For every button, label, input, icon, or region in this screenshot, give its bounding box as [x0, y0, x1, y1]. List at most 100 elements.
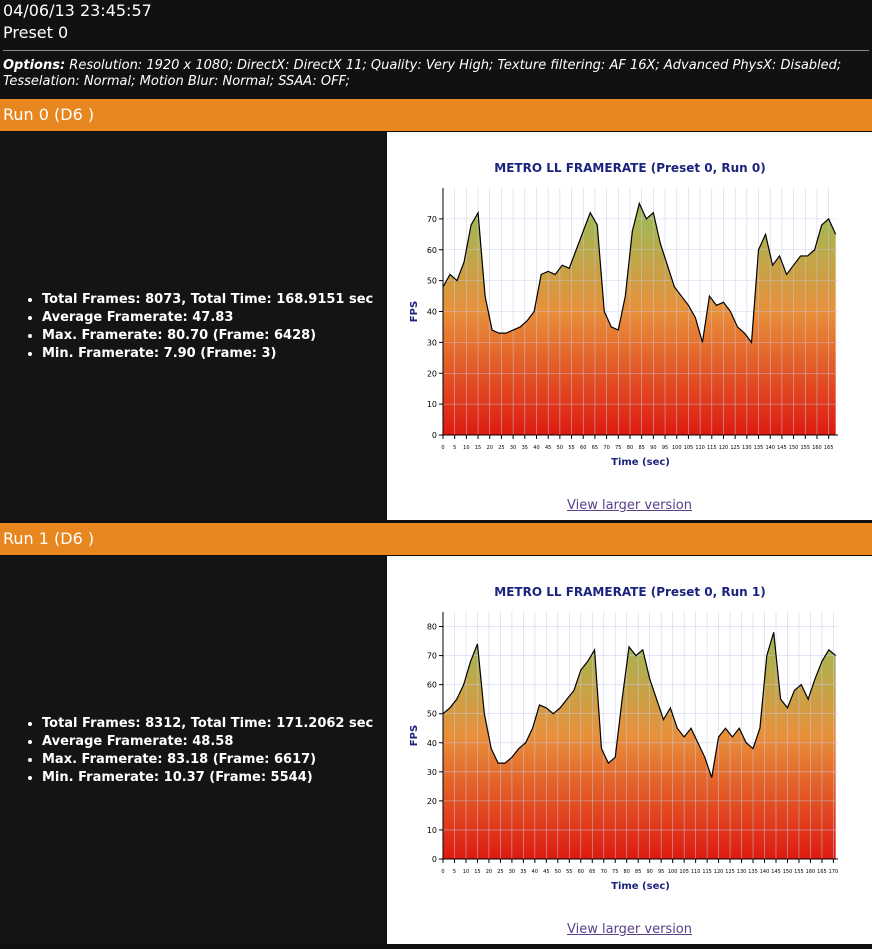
options-text: Resolution: 1920 x 1080; DirectX: Direct… — [3, 58, 842, 89]
x-tick-label: 80 — [624, 869, 630, 875]
y-tick-label: 10 — [427, 826, 437, 835]
run-header: Run 1 (D6 ) — [0, 523, 872, 555]
stats-list: Total Frames: 8073, Total Time: 168.9151… — [0, 291, 373, 363]
y-axis-label: FPS — [409, 301, 420, 322]
x-tick-label: 100 — [668, 869, 678, 875]
stat-item: Average Framerate: 47.83 — [42, 309, 373, 327]
x-tick-label: 10 — [463, 445, 469, 451]
x-tick-label: 50 — [557, 445, 563, 451]
x-tick-label: 110 — [695, 445, 705, 451]
x-tick-label: 90 — [650, 445, 656, 451]
view-larger-link[interactable]: View larger version — [566, 498, 693, 513]
x-tick-label: 125 — [725, 869, 735, 875]
x-axis-label: Time (sec) — [611, 881, 670, 892]
x-tick-label: 45 — [543, 869, 549, 875]
x-tick-label: 0 — [441, 869, 444, 875]
x-tick-label: 80 — [627, 445, 633, 451]
x-tick-label: 120 — [719, 445, 729, 451]
fps-line — [442, 632, 837, 778]
x-tick-label: 75 — [615, 445, 621, 451]
stat-item: Min. Framerate: 7.90 (Frame: 3) — [42, 345, 373, 363]
x-tick-label: 0 — [441, 445, 444, 451]
y-tick-label: 20 — [427, 369, 437, 378]
stats-list: Total Frames: 8312, Total Time: 171.2062… — [0, 715, 373, 787]
y-axis-label: FPS — [409, 725, 420, 746]
x-tick-label: 15 — [474, 869, 480, 875]
x-tick-label: 25 — [497, 869, 503, 875]
view-larger-link[interactable]: View larger version — [566, 922, 693, 937]
x-tick-label: 155 — [801, 445, 811, 451]
x-tick-label: 35 — [520, 869, 526, 875]
chart-panel: METRO LL FRAMERATE (Preset 0, Run 1) 0 5 10… — [387, 556, 872, 944]
y-tick-label: 30 — [427, 338, 437, 347]
y-tick-label: 80 — [427, 623, 437, 632]
x-tick-label: 55 — [566, 869, 572, 875]
x-tick-label: 70 — [601, 869, 607, 875]
x-tick-label: 90 — [646, 869, 652, 875]
stat-item: Min. Framerate: 10.37 (Frame: 5544) — [42, 769, 373, 787]
x-tick-label: 15 — [475, 445, 481, 451]
x-tick-label: 70 — [603, 445, 609, 451]
x-axis-label: Time (sec) — [611, 457, 670, 468]
x-tick-label: 60 — [578, 869, 584, 875]
x-tick-label: 55 — [568, 445, 574, 451]
x-tick-label: 100 — [672, 445, 682, 451]
x-tick-label: 165 — [817, 869, 827, 875]
preset-title: Preset 0 — [3, 23, 69, 42]
x-tick-label: 20 — [486, 869, 492, 875]
run-title: Run 1 (D6 ) — [3, 529, 95, 548]
x-tick-label: 85 — [635, 869, 641, 875]
y-tick-label: 10 — [427, 400, 437, 409]
x-tick-label: 35 — [522, 445, 528, 451]
separator — [3, 50, 869, 51]
x-tick-label: 155 — [794, 869, 804, 875]
y-tick-label: 20 — [427, 797, 437, 806]
x-tick-label: 10 — [463, 869, 469, 875]
y-tick-label: 70 — [427, 652, 437, 661]
y-tick-label: 50 — [427, 277, 437, 286]
chart-title: METRO LL FRAMERATE (Preset 0, Run 1) — [494, 585, 765, 599]
x-tick-label: 30 — [510, 445, 516, 451]
x-tick-label: 135 — [754, 445, 764, 451]
run-header: Run 0 (D6 ) — [0, 99, 872, 131]
chart: METRO LL FRAMERATE (Preset 0, Run 0) 0 5 10… — [409, 161, 838, 468]
x-tick-label: 25 — [498, 445, 504, 451]
stat-item: Average Framerate: 48.58 — [42, 733, 373, 751]
x-tick-label: 140 — [765, 445, 775, 451]
stat-item: Max. Framerate: 80.70 (Frame: 6428) — [42, 327, 373, 345]
x-tick-label: 165 — [824, 445, 834, 451]
y-tick-label: 50 — [427, 710, 437, 719]
options-label: Options: — [3, 58, 66, 73]
x-tick-label: 95 — [662, 445, 668, 451]
x-tick-label: 125 — [730, 445, 740, 451]
x-tick-label: 150 — [783, 869, 793, 875]
chart-panel: METRO LL FRAMERATE (Preset 0, Run 0) 0 5 10… — [387, 132, 872, 520]
stats-panel: Total Frames: 8312, Total Time: 171.2062… — [0, 556, 386, 944]
x-tick-label: 115 — [707, 445, 717, 451]
x-tick-label: 140 — [760, 869, 770, 875]
y-tick-label: 60 — [427, 681, 437, 690]
x-tick-label: 115 — [702, 869, 712, 875]
x-tick-label: 20 — [487, 445, 493, 451]
x-tick-label: 105 — [679, 869, 689, 875]
x-tick-label: 75 — [612, 869, 618, 875]
options: Options: Resolution: 1920 x 1080; Direct… — [3, 58, 869, 90]
x-tick-label: 160 — [812, 445, 822, 451]
x-tick-label: 145 — [771, 869, 781, 875]
x-tick-label: 145 — [777, 445, 787, 451]
x-tick-label: 105 — [684, 445, 694, 451]
x-tick-label: 110 — [691, 869, 701, 875]
fps-area — [443, 203, 836, 435]
x-tick-label: 5 — [453, 445, 456, 451]
x-tick-label: 130 — [742, 445, 752, 451]
y-tick-label: 30 — [427, 768, 437, 777]
x-tick-label: 95 — [658, 869, 664, 875]
timestamp: 04/06/13 23:45:57 — [3, 1, 152, 20]
x-tick-label: 65 — [589, 869, 595, 875]
x-tick-label: 5 — [453, 869, 456, 875]
y-tick-label: 40 — [427, 739, 437, 748]
chart: METRO LL FRAMERATE (Preset 0, Run 1) 0 5 10… — [409, 585, 838, 892]
fps-area — [443, 632, 836, 859]
x-tick-label: 135 — [748, 869, 758, 875]
